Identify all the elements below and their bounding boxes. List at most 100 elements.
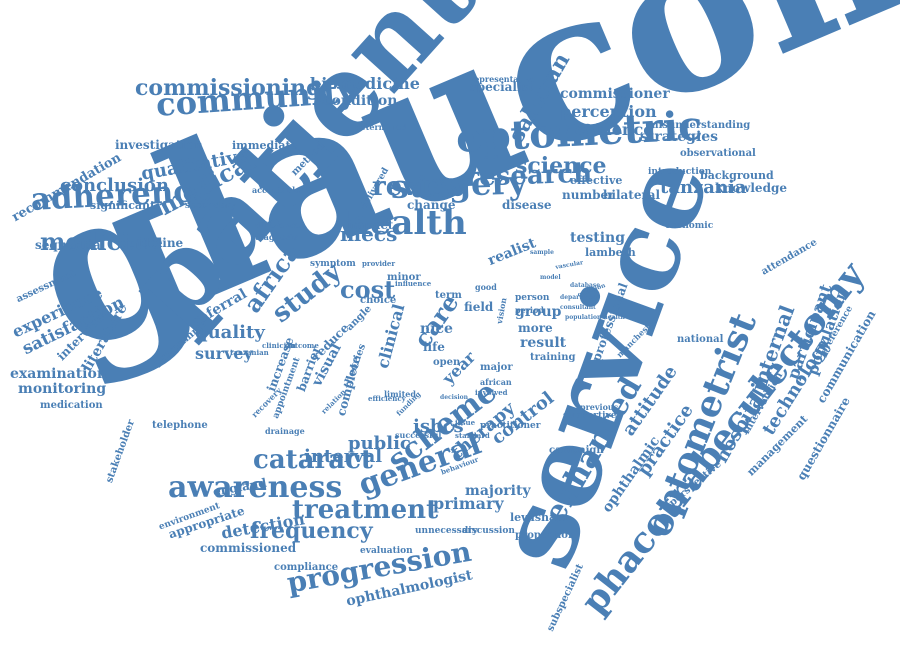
cloud-word-decision: decision <box>440 393 468 401</box>
cloud-word-standard: standard <box>455 430 490 440</box>
cloud-word-term: term <box>435 290 462 301</box>
cloud-word-compliance: compliance <box>274 562 339 573</box>
cloud-word-monitoring: monitoring <box>18 381 107 398</box>
cloud-word-number: number <box>562 188 615 203</box>
cloud-word-attendance: attendance <box>759 236 820 278</box>
cloud-word-cost: cost <box>340 275 396 305</box>
cloud-word-field: field <box>464 300 494 315</box>
cloud-word-clinician: clinician <box>262 340 296 350</box>
cloud-word-period: period <box>515 304 544 315</box>
cloud-word-survey: survey <box>195 343 253 363</box>
cloud-word-nice: nice <box>420 321 453 338</box>
cloud-word-clinical: clinical <box>373 301 409 370</box>
cloud-word-biomedicine: biomedicine <box>310 73 420 93</box>
cloud-word-limited: limited <box>384 388 416 399</box>
cloud-word-group: group <box>515 304 562 321</box>
cloud-word-telephone: telephone <box>152 420 208 431</box>
cloud-word-database: database <box>570 281 601 289</box>
cloud-word-isbcs: isbcs <box>413 415 464 437</box>
cloud-word-public: public <box>348 432 411 454</box>
cloud-word-condition: condition <box>323 93 398 110</box>
cloud-word-open: open <box>433 357 461 368</box>
cloud-word-successful: successful <box>395 429 442 440</box>
cloud-word-representative: representative <box>470 73 535 84</box>
cloud-word-model: model <box>540 273 561 281</box>
cloud-word-minor: minor <box>387 272 421 283</box>
cloud-word-supportive: supportive <box>563 410 617 421</box>
cloud-word-bilateral: bilateral <box>603 188 661 203</box>
cloud-word-life: life <box>423 340 445 355</box>
cloud-word-involved: involved <box>475 387 508 397</box>
cloud-word-questionnaire: questionnaire <box>794 394 853 483</box>
cloud-word-efficiency: efficiency <box>368 393 406 403</box>
cloud-word-lewisham: lewisham <box>510 511 568 525</box>
cloud-word-effective: effective <box>570 174 623 188</box>
cloud-word-stakeholder: stakeholder <box>104 418 138 485</box>
cloud-word-conclusion: conclusion <box>60 174 170 196</box>
cloud-word-science: science <box>515 153 607 180</box>
cloud-word-immediate: immediate <box>232 139 298 153</box>
cloud-word-drainage: drainage <box>265 425 305 436</box>
cloud-word-outcome: outcome <box>285 340 319 350</box>
cloud-word-review: review <box>372 171 467 202</box>
cloud-word-significant: significant <box>90 199 156 213</box>
cloud-word-determined: determined <box>355 121 407 132</box>
cloud-word-more: more <box>518 321 553 336</box>
cloud-word-diagnosis: diagnosis <box>255 231 298 242</box>
cloud-word-interval: interval <box>304 445 383 467</box>
cloud-word-unnecessary: unnecessary <box>415 525 478 536</box>
cloud-word-practitioner: practitioner <box>480 420 541 431</box>
cloud-word-tanzanian: tanzanian <box>230 347 269 357</box>
cloud-word-examination: examination <box>10 366 108 383</box>
cloud-word-result: result <box>520 335 567 352</box>
cloud-word-evidence: evidence <box>575 119 654 139</box>
cloud-word-investigation: investigation <box>115 138 203 153</box>
cloud-word-angle: angle <box>344 303 374 334</box>
cloud-word-commissioned: commissioned <box>200 541 297 556</box>
cloud-word-national: national <box>677 334 724 345</box>
cloud-word-specialist: specialist <box>470 80 534 95</box>
cloud-word-effectiveness: effectiveness <box>95 0 632 7</box>
cloud-word-primary: primary <box>433 493 504 513</box>
cloud-word-mecs: mecs <box>340 222 398 246</box>
cloud-word-knowledge: knowledge <box>715 181 787 196</box>
cloud-word-change: change <box>407 198 456 213</box>
cloud-word-symptom: symptom <box>310 258 356 269</box>
cloud-word-guideline: guideline <box>120 236 184 251</box>
cloud-word-provider: provider <box>362 258 396 268</box>
cloud-word-testing: testing <box>570 230 626 247</box>
cloud-word-medicine: medicine <box>40 227 164 257</box>
cloud-word-frequency: frequency <box>250 518 373 545</box>
cloud-word-economic: economic <box>665 220 714 231</box>
cloud-word-discussion: discussion <box>462 525 515 536</box>
cloud-word-lambeth: lambeth <box>585 246 636 260</box>
cloud-word-african: african <box>480 376 512 387</box>
cloud-word-sequential: sequential <box>35 238 106 253</box>
cloud-word-observational: observational <box>680 148 756 159</box>
cloud-word-background: background <box>700 169 774 183</box>
cloud-word-issue: issue <box>455 417 476 427</box>
cloud-word-introduction: introduction <box>648 166 712 177</box>
cloud-word-disease: disease <box>502 198 552 213</box>
cloud-word-secondary: secondary <box>185 200 236 211</box>
cloud-word-tanzania: tanzania <box>660 176 747 198</box>
cloud-word-person: person <box>515 292 550 303</box>
cloud-word-population-health: population health <box>565 313 625 321</box>
cloud-word-choice: choice <box>360 295 397 306</box>
cloud-word-strategies: strategies <box>640 129 719 146</box>
cloud-word-major: major <box>480 362 513 373</box>
cloud-word-commissioning: commissioning <box>135 75 322 102</box>
cloud-word-quality: quality <box>195 321 265 343</box>
cloud-word-sample: sample <box>530 248 554 256</box>
cloud-word-impact: impact <box>347 218 394 233</box>
cloud-word-training: training <box>530 352 576 363</box>
cloud-word-previous: previous <box>580 401 619 412</box>
cloud-word-treatment: treatment <box>292 494 439 525</box>
cloud-word-perception: perception <box>560 101 657 121</box>
cloud-word-commissioner: commissioner <box>560 86 670 103</box>
cloud-word-majority: majority <box>465 483 531 500</box>
cloud-word-acceptable: acceptable <box>252 184 301 195</box>
cloud-word-proportion: proportion <box>515 530 576 541</box>
cloud-word-health: health <box>345 203 467 244</box>
